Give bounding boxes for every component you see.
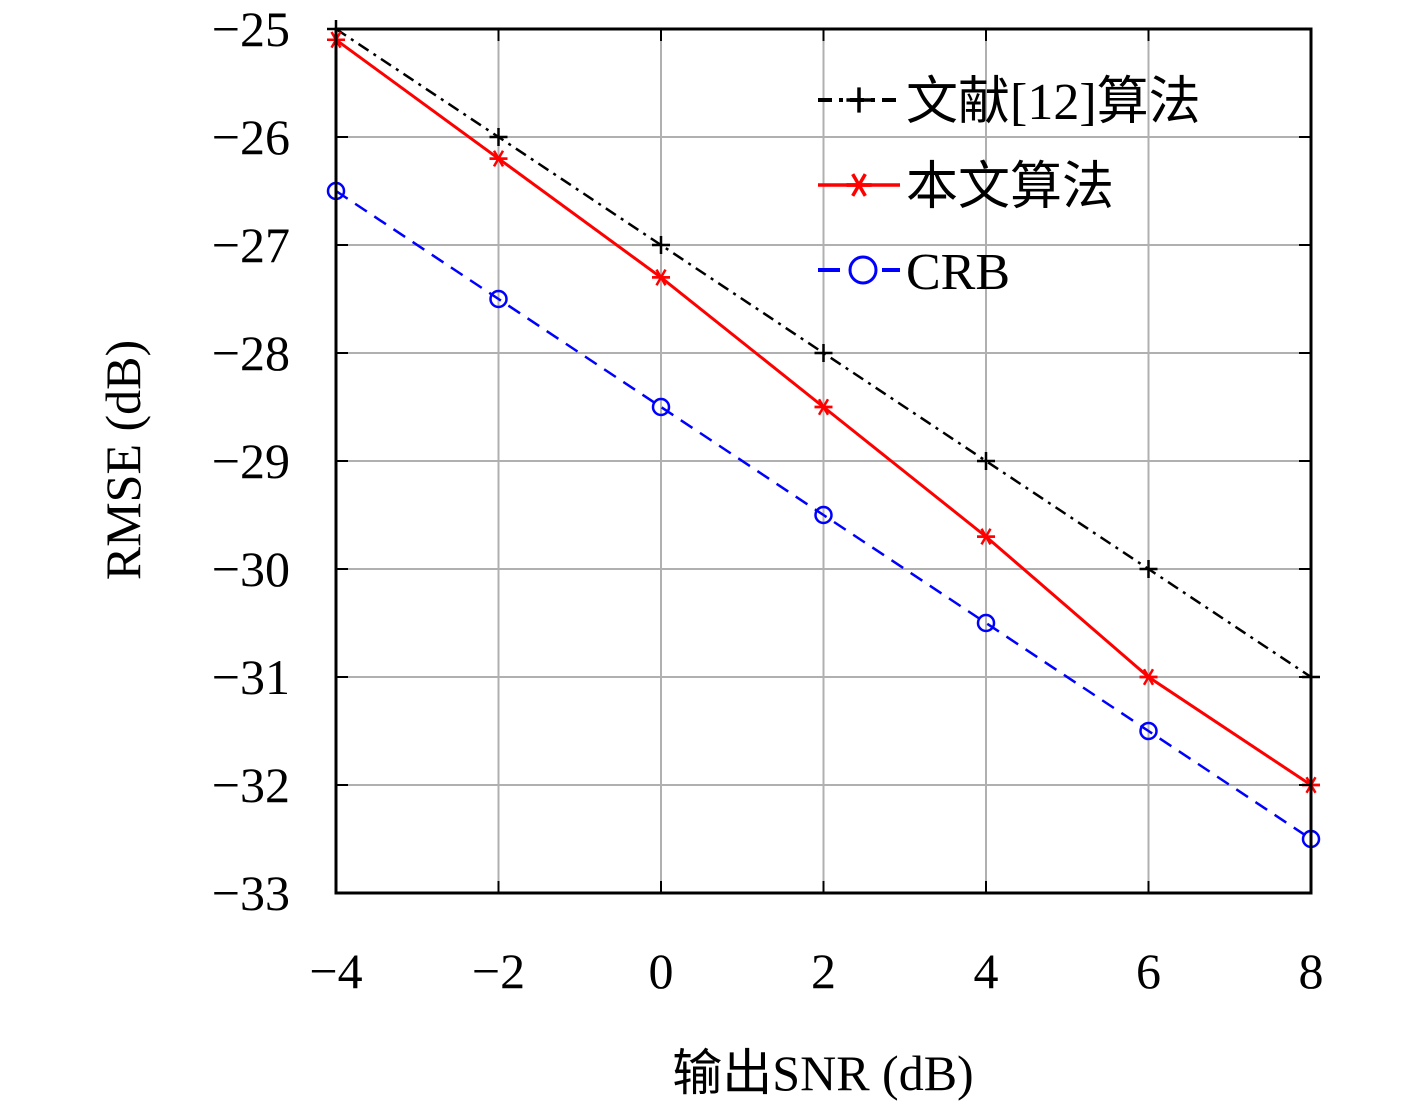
data-point [489, 289, 508, 309]
x-tick-label: 6 [1136, 943, 1161, 999]
circle-marker [651, 397, 671, 417]
y-tick-label: −25 [212, 1, 290, 57]
legend-label: 文献[12]算法 [906, 74, 1201, 131]
data-point [1139, 668, 1158, 686]
y-tick-label: −33 [212, 865, 290, 921]
data-point [814, 398, 833, 416]
data-point [977, 528, 995, 546]
legend-entry-3: CRB [818, 244, 1010, 301]
data-point [814, 505, 833, 525]
data-point [814, 344, 833, 362]
circle-marker [814, 505, 833, 525]
data-point [651, 397, 671, 417]
data-point [1139, 560, 1158, 578]
x-axis-label: 输出SNR (dB) [672, 1045, 973, 1101]
x-tick-label: 8 [1299, 943, 1324, 999]
y-tick-label: −32 [212, 757, 290, 813]
data-point [652, 236, 670, 254]
legend-label: CRB [906, 244, 1010, 301]
data-point [489, 128, 508, 146]
legend-circle-marker [848, 255, 878, 285]
series-2 [327, 31, 1320, 794]
data-point [977, 452, 995, 470]
data-point [652, 268, 670, 286]
y-tick-label: −27 [212, 217, 290, 273]
y-axis-label: RMSE (dB) [95, 340, 151, 580]
y-tick-label: −30 [212, 541, 290, 597]
circle-marker [1139, 721, 1158, 741]
y-tick-label: −31 [212, 649, 290, 705]
ticks: −4 −2 0 2 4 6 8 −25 −26 −27 −28 −29 −30 −31 −32 −33 [212, 1, 1324, 999]
legend-marker [846, 173, 872, 197]
x-tick-label: −2 [472, 943, 525, 999]
x-tick-label: 4 [974, 943, 999, 999]
x-tick-label: 2 [811, 943, 836, 999]
legend-label: 本文算法 [906, 159, 1114, 216]
y-tick-label: −26 [212, 109, 290, 165]
y-tick-label: −28 [212, 325, 290, 381]
legend-entry-2: 本文算法 [818, 159, 1114, 216]
series-line [335, 189, 1312, 841]
x-tick-label: −4 [309, 943, 362, 999]
data-point [489, 150, 508, 168]
circle-marker [976, 613, 996, 633]
legend-marker [846, 87, 872, 113]
data-point [1139, 721, 1158, 741]
series-group [326, 20, 1321, 849]
y-tick-label: −29 [212, 433, 290, 489]
data-point [976, 613, 996, 633]
circle-marker [489, 289, 508, 309]
grid [335, 28, 1312, 894]
legend-entry-1: 文献[12]算法 [818, 74, 1201, 131]
x-tick-label: 0 [649, 943, 674, 999]
